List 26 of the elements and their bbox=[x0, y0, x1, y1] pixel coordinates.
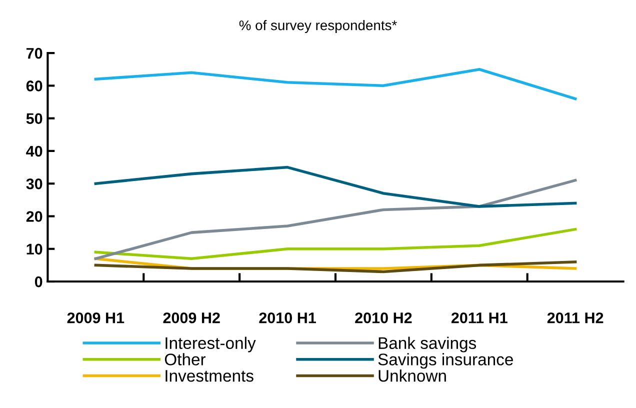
line-series bbox=[94, 68, 577, 100]
x-tick-label: 2010 H1 bbox=[259, 312, 316, 324]
line-series bbox=[94, 228, 577, 260]
y-tick-label: 20 bbox=[26, 211, 42, 222]
y-tick-label: 50 bbox=[26, 113, 42, 124]
legend-label: Investments bbox=[166, 370, 254, 382]
y-tick-label: 0 bbox=[34, 276, 42, 288]
line-series bbox=[94, 178, 577, 260]
legend-label: Savings insurance bbox=[378, 353, 513, 369]
x-tick-label: 2010 H2 bbox=[355, 312, 412, 324]
legend-label: Unknown bbox=[378, 370, 446, 382]
y-tick-label: 70 bbox=[26, 48, 42, 59]
x-tick-label: 2011 H2 bbox=[547, 312, 604, 324]
legend-label: Other bbox=[164, 353, 206, 366]
legend-label: Bank savings bbox=[378, 336, 476, 352]
y-tick-label: 40 bbox=[26, 146, 42, 157]
x-tick-label: 2009 H1 bbox=[67, 312, 124, 324]
y-tick-label: 10 bbox=[26, 244, 42, 255]
chart-title: % of survey respondents* bbox=[239, 20, 397, 33]
x-tick-label: 2009 H2 bbox=[163, 312, 220, 324]
y-tick-label: 60 bbox=[26, 80, 42, 92]
legend-label: Interest-only bbox=[166, 336, 256, 352]
y-tick-label: 30 bbox=[26, 178, 42, 190]
x-tick-label: 2011 H1 bbox=[451, 312, 508, 324]
line-series bbox=[94, 260, 577, 274]
line-series bbox=[94, 166, 577, 208]
